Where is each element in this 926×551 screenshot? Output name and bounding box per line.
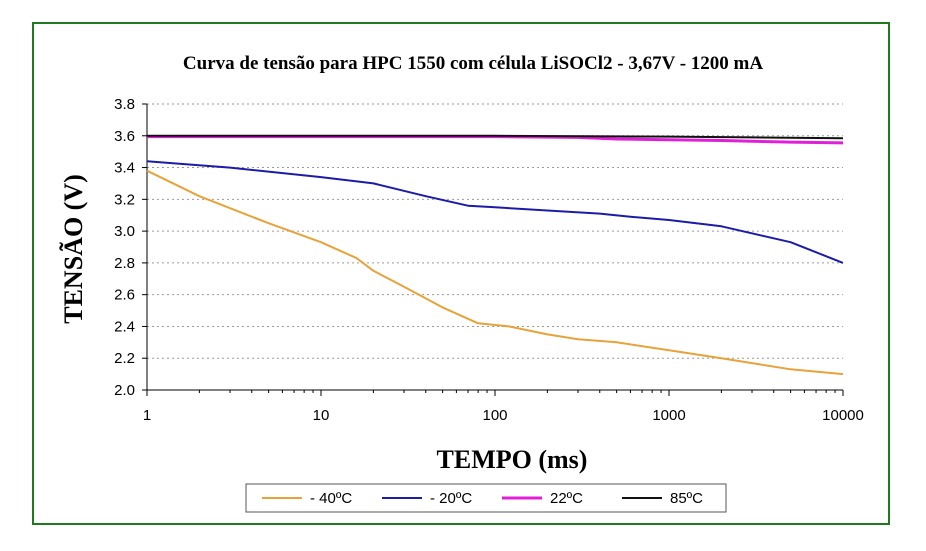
voltage-curve-chart: Curva de tensão para HPC 1550 com célula… xyxy=(59,53,864,513)
legend-label: 22ºC xyxy=(550,490,583,507)
y-tick-label: 3.6 xyxy=(114,128,135,145)
x-tick-label: 10000 xyxy=(822,407,864,424)
y-tick-label: 3.0 xyxy=(114,223,135,240)
y-tick-label: 3.8 xyxy=(114,96,135,113)
y-tick-label: 2.8 xyxy=(114,255,135,272)
y-tick-label: 3.4 xyxy=(114,160,135,177)
y-tick-label: 2.2 xyxy=(114,350,135,367)
chart-frame: Curva de tensão para HPC 1550 com célula… xyxy=(32,22,890,525)
series-line-4 xyxy=(147,134,844,140)
y-tick-label: 2.0 xyxy=(114,382,135,399)
legend-label: - 20ºC xyxy=(430,490,472,507)
legend-label: - 40ºC xyxy=(310,490,352,507)
legend: - 40ºC - 20ºC 22ºC 85ºC xyxy=(245,483,727,513)
x-tick-label: 10 xyxy=(313,407,330,424)
y-tick-label: 3.2 xyxy=(114,191,135,208)
x-tick-label: 1 xyxy=(143,407,151,424)
axes: 2.0 2.2 2.4 2.6 2.8 3.0 3.2 3.4 3.6 3.8 1 10 100 1000… xyxy=(114,96,864,424)
x-axis-title: TEMPO (ms) xyxy=(437,445,588,474)
x-tick-label: 1000 xyxy=(652,407,685,424)
y-tick-label: 2.6 xyxy=(114,287,135,304)
y-axis-title: TENSÃO (V) xyxy=(59,174,88,324)
series-line-2 xyxy=(146,160,844,264)
y-tick-label: 2.4 xyxy=(114,318,135,335)
series-lines xyxy=(146,134,844,376)
series-line-1 xyxy=(146,169,844,376)
x-tick-label: 100 xyxy=(482,407,507,424)
legend-label: 85ºC xyxy=(670,490,703,507)
grid-lines xyxy=(147,103,843,359)
chart-title: Curva de tensão para HPC 1550 com célula… xyxy=(183,53,763,74)
